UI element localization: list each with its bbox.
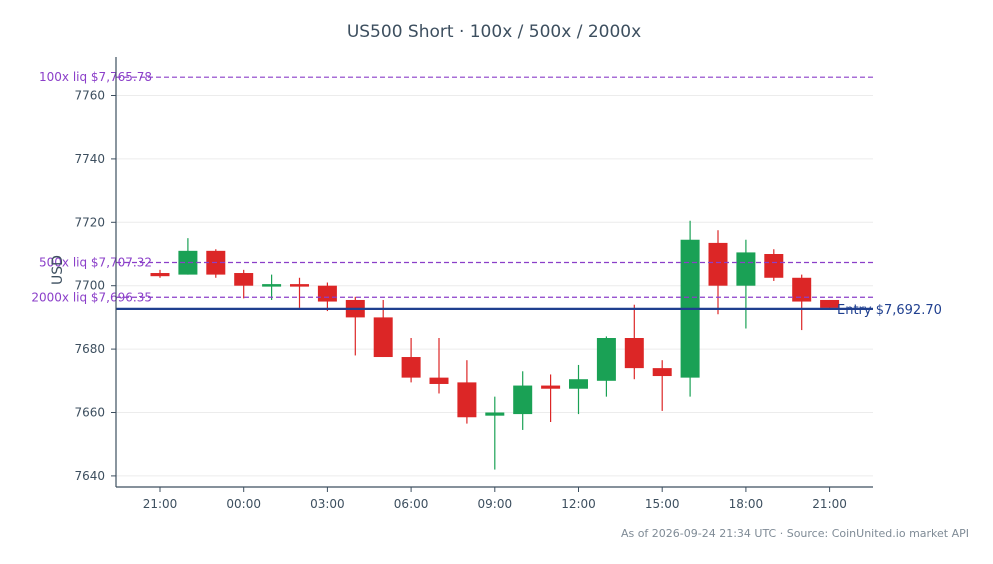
candle-body bbox=[429, 377, 449, 384]
y-tick-label: 7680 bbox=[74, 342, 105, 356]
candle bbox=[457, 360, 477, 424]
candle bbox=[485, 396, 505, 470]
candle-body bbox=[234, 273, 254, 286]
candle bbox=[178, 238, 198, 275]
entry-label: Entry $7,692.70 bbox=[837, 303, 942, 318]
y-tick-label: 7740 bbox=[74, 152, 105, 166]
candle-body bbox=[569, 379, 588, 389]
candles bbox=[150, 220, 840, 470]
candle bbox=[262, 274, 282, 300]
x-tick-label: 06:00 bbox=[394, 497, 429, 511]
y-tick-label: 7700 bbox=[74, 279, 105, 293]
x-tick-label: 21:00 bbox=[143, 497, 178, 511]
candle bbox=[541, 374, 561, 423]
y-ticks: 7640 7660 7680 7700 7720 7740 7760 bbox=[74, 89, 116, 483]
grid-lines bbox=[116, 95, 873, 477]
candle-body bbox=[401, 357, 421, 378]
candle bbox=[708, 230, 728, 315]
candle bbox=[624, 304, 644, 380]
candle bbox=[736, 239, 756, 329]
x-tick-label: 12:00 bbox=[561, 497, 596, 511]
chart-title: US500 Short · 100x / 500x / 2000x bbox=[347, 22, 641, 42]
candle-body bbox=[178, 250, 198, 275]
candle-body bbox=[262, 284, 282, 287]
candle bbox=[513, 371, 533, 430]
candle-body bbox=[290, 284, 309, 287]
x-tick-label: 09:00 bbox=[478, 497, 513, 511]
x-tick-label: 21:00 bbox=[812, 497, 847, 511]
candle-body bbox=[736, 252, 756, 286]
candle bbox=[290, 277, 309, 308]
x-tick-label: 18:00 bbox=[729, 497, 764, 511]
candle-body bbox=[764, 254, 784, 278]
candle-body bbox=[150, 273, 170, 277]
candle bbox=[429, 338, 449, 394]
candle-body bbox=[373, 317, 393, 358]
candle bbox=[792, 274, 812, 331]
reference-label: 100x liq $7,765.78 bbox=[39, 70, 152, 84]
y-tick-label: 7720 bbox=[74, 215, 105, 229]
candle-body bbox=[820, 299, 840, 308]
x-tick-label: 03:00 bbox=[310, 497, 345, 511]
x-tick-label: 00:00 bbox=[226, 497, 261, 511]
x-tick-label: 15:00 bbox=[645, 497, 680, 511]
candle bbox=[206, 249, 226, 278]
candle bbox=[345, 296, 365, 356]
candle bbox=[764, 249, 784, 281]
candle-body bbox=[652, 368, 672, 377]
candle-body bbox=[317, 285, 337, 302]
candle-body bbox=[457, 382, 477, 418]
y-axis-label: USD bbox=[50, 255, 66, 285]
candle bbox=[820, 299, 840, 309]
candle-body bbox=[624, 338, 644, 369]
candle bbox=[234, 269, 254, 299]
reference-label: 2000x liq $7,696.35 bbox=[31, 290, 152, 304]
x-ticks: 21:00 00:00 03:00 06:00 09:00 12:00 15:00 18:00… bbox=[143, 487, 847, 511]
candle-body bbox=[513, 385, 533, 415]
candle bbox=[596, 336, 616, 397]
reference-lines: 100x liq $7,765.78 500x liq $7,707.32 2000… bbox=[31, 70, 942, 318]
candle-body bbox=[708, 242, 728, 286]
candle bbox=[652, 360, 672, 411]
candle-body bbox=[541, 385, 561, 389]
candle bbox=[401, 338, 421, 383]
candle bbox=[569, 364, 588, 415]
source-footnote: As of 2026-09-24 21:34 UTC · Source: Coi… bbox=[621, 527, 969, 540]
candle bbox=[150, 269, 170, 278]
candle-body bbox=[596, 338, 616, 381]
y-tick-label: 7660 bbox=[74, 406, 105, 420]
candle-body bbox=[792, 277, 812, 302]
y-tick-label: 7640 bbox=[74, 469, 105, 483]
reference-label: 500x liq $7,707.32 bbox=[39, 255, 152, 269]
y-tick-label: 7760 bbox=[74, 89, 105, 103]
candle-body bbox=[485, 412, 505, 416]
